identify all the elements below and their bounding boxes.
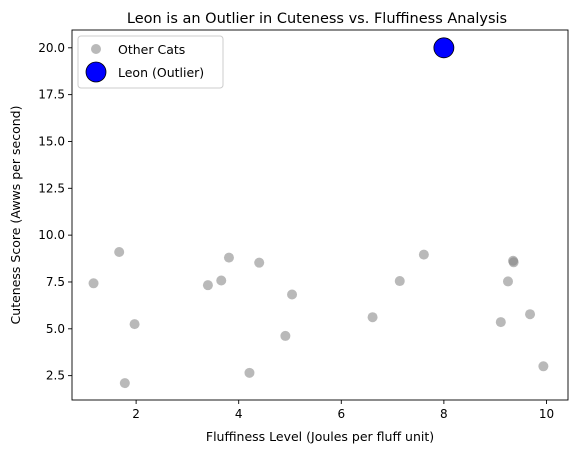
y-tick-label: 7.5	[46, 275, 65, 289]
x-tick-label: 8	[440, 407, 448, 421]
x-tick-label: 2	[132, 407, 140, 421]
x-tick-label: 6	[337, 407, 345, 421]
legend-marker-leon	[85, 61, 107, 83]
y-tick-label: 2.5	[46, 369, 65, 383]
plot-area	[72, 30, 568, 400]
other-cat-point	[254, 257, 265, 268]
y-tick-label: 17.5	[38, 88, 65, 102]
y-axis-label: Cuteness Score (Awws per second)	[8, 106, 23, 325]
other-cat-point	[418, 249, 429, 260]
y-tick-label: 10.0	[38, 228, 65, 242]
other-cat-point	[114, 247, 125, 257]
plot-frame	[71, 29, 569, 401]
other-cat-point	[223, 252, 234, 263]
other-cat-point	[280, 330, 291, 341]
other-cat-point	[394, 276, 405, 287]
leon-outlier-point	[433, 37, 455, 59]
other-cat-point	[129, 319, 140, 330]
legend-label-leon: Leon (Outlier)	[118, 65, 204, 80]
legend-label-other-cats: Other Cats	[118, 42, 185, 57]
x-axis-label: Fluffiness Level (Joules per fluff unit)	[206, 429, 434, 444]
other-cat-point	[538, 361, 549, 372]
y-tick-label: 5.0	[46, 322, 65, 336]
other-cat-point	[502, 276, 513, 287]
other-cat-point	[508, 257, 519, 268]
legend-marker-other-cats	[91, 44, 101, 54]
legend-box	[77, 35, 224, 89]
other-cat-point	[495, 317, 506, 328]
y-tick-label: 20.0	[38, 41, 65, 55]
y-axis: 2.5 5.0 7.5 10.0 12.5 15.0 17.5 20.0	[38, 41, 72, 383]
other-cat-point	[119, 378, 130, 389]
other-cat-point	[244, 367, 255, 378]
x-tick-label: 4	[235, 407, 243, 421]
y-tick-label: 15.0	[38, 134, 65, 148]
legend: Other Cats Leon (Outlier)	[77, 35, 224, 89]
y-tick-label: 12.5	[38, 181, 65, 195]
other-cat-point	[216, 275, 227, 286]
x-axis: 2 4 6 8 10	[132, 400, 554, 421]
other-cat-point	[88, 278, 99, 289]
other-cat-point	[202, 280, 213, 291]
other-cat-point	[287, 289, 298, 300]
chart-title: Leon is an Outlier in Cuteness vs. Fluff…	[127, 11, 507, 27]
other-cat-point	[525, 309, 536, 320]
x-tick-label: 10	[539, 407, 554, 421]
other-cat-point	[367, 312, 378, 323]
data-points	[88, 37, 549, 389]
